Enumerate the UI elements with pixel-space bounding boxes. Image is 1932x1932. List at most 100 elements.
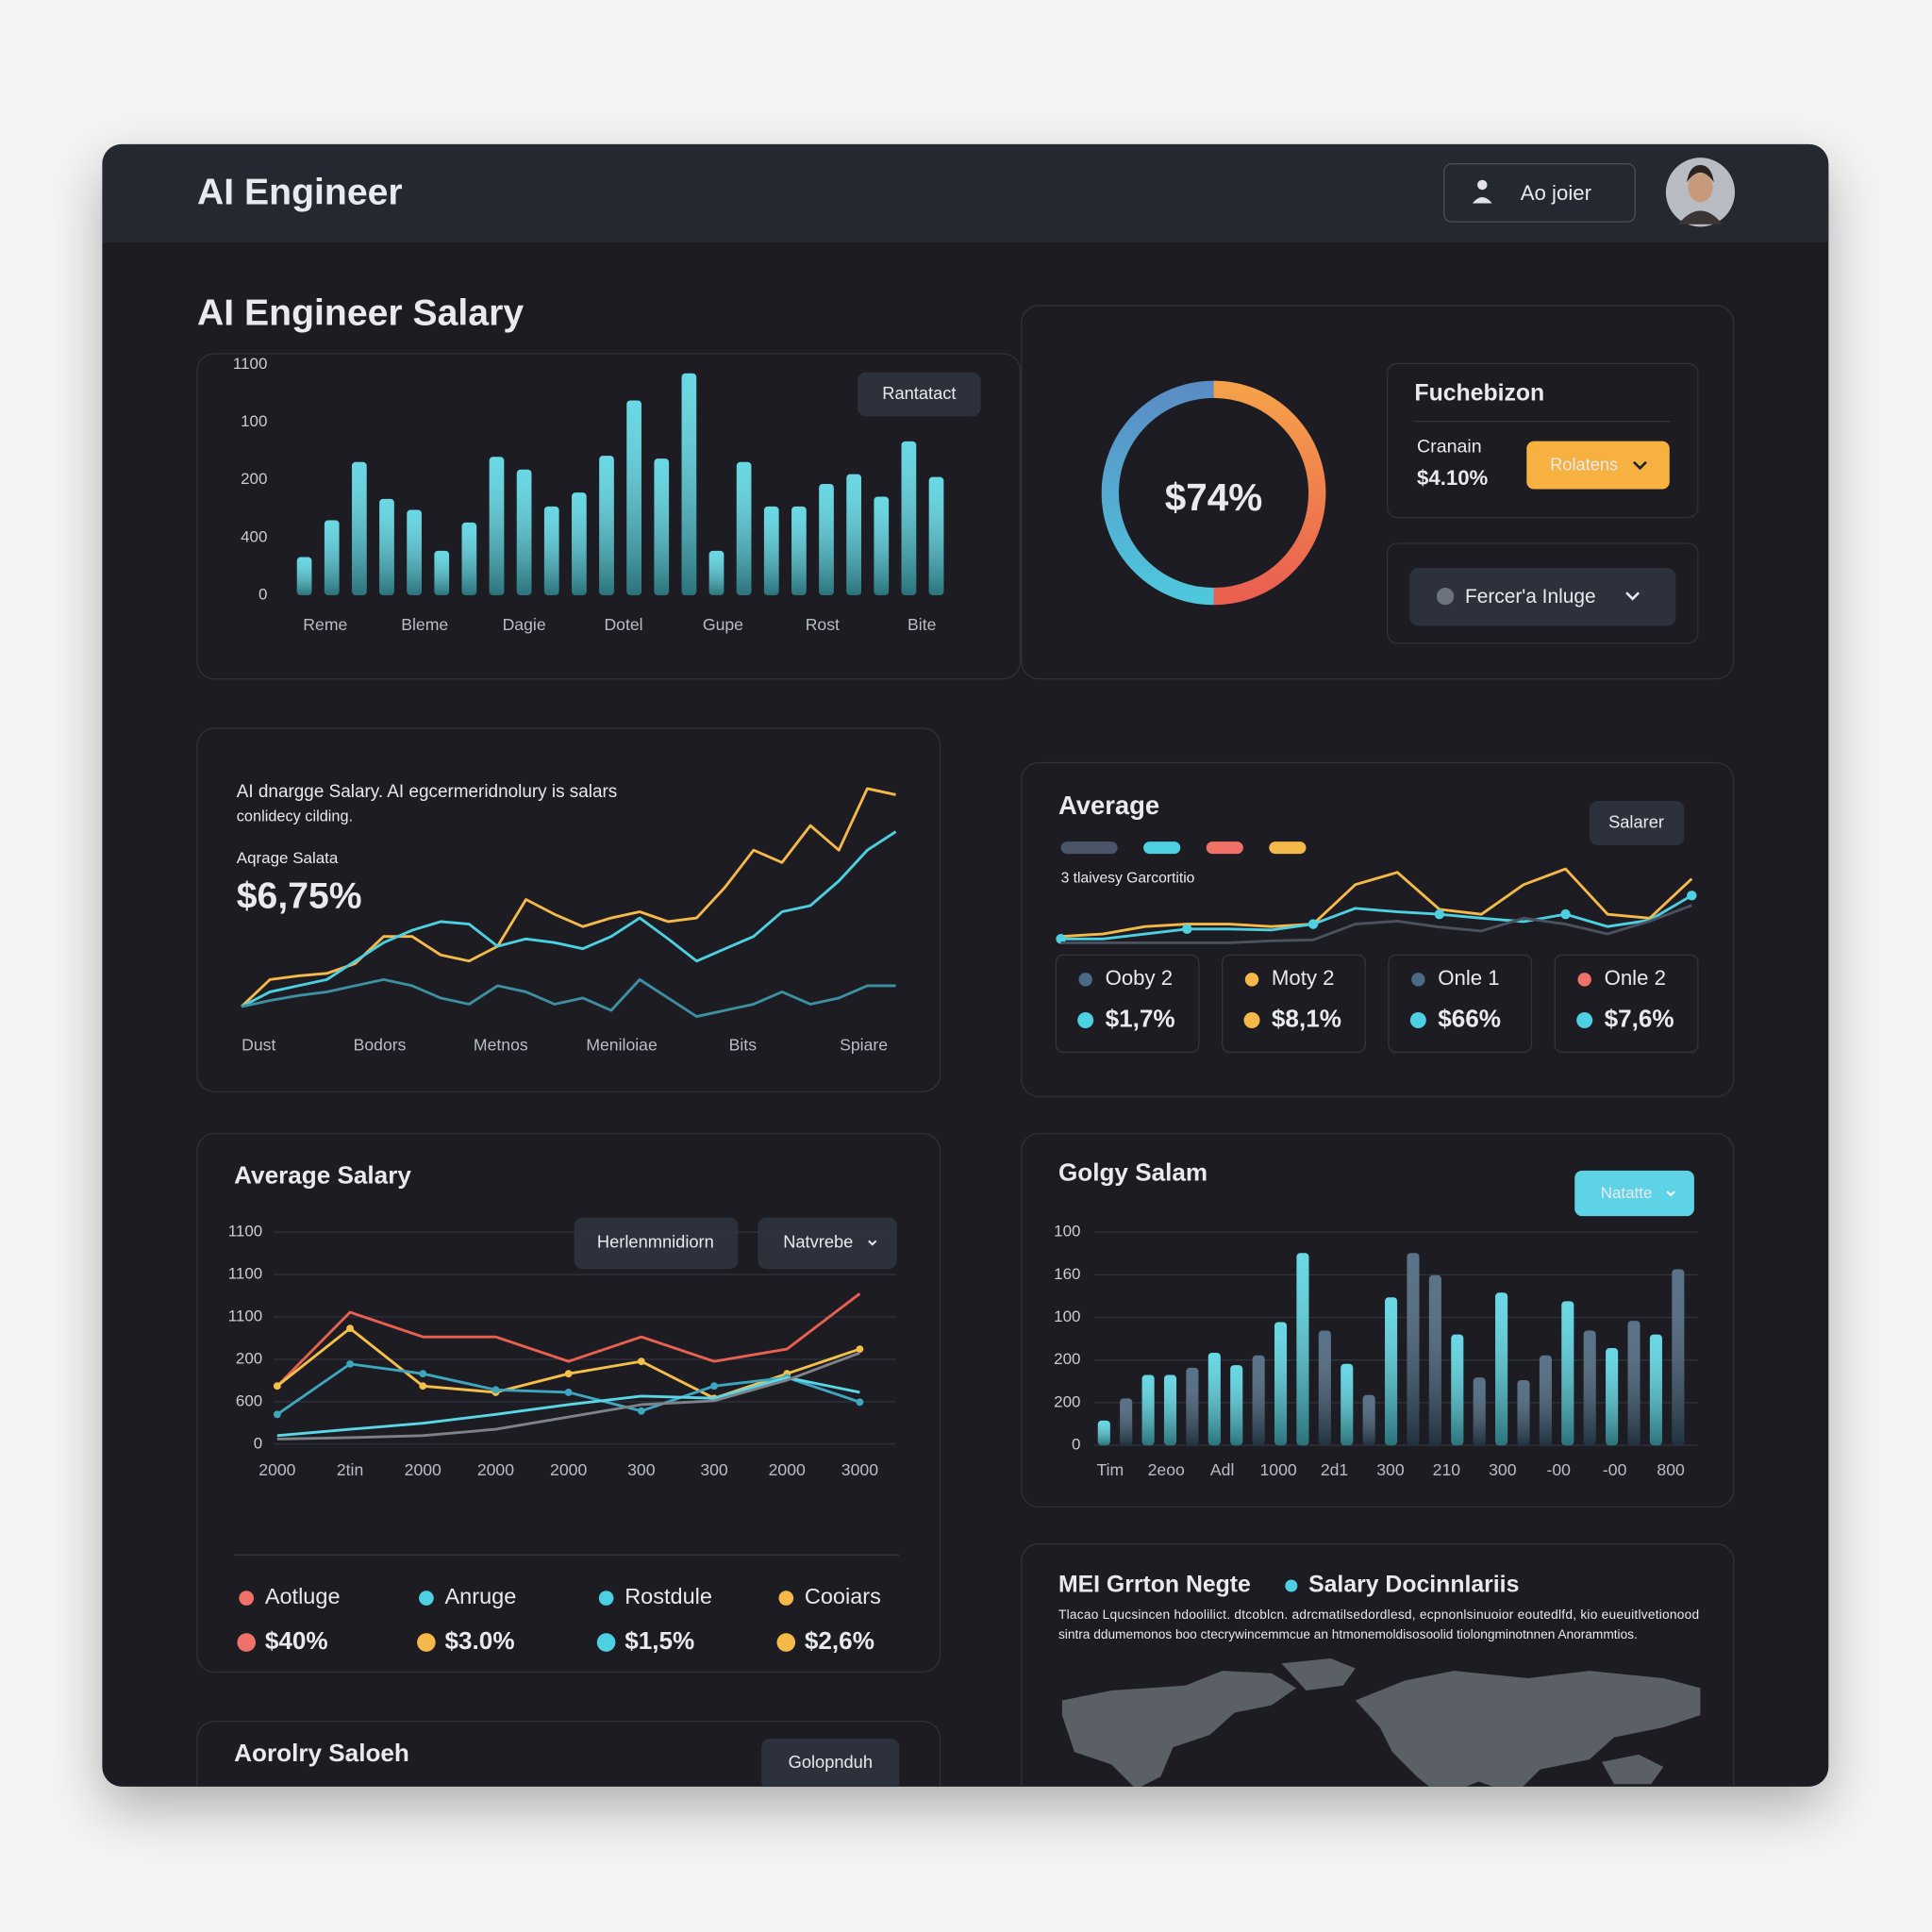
button-bg[interactable] [758, 1217, 897, 1270]
stat-dot [1577, 973, 1591, 987]
series-point [1687, 891, 1697, 901]
bar-shade [1473, 1377, 1486, 1446]
stat-value: $8,1% [1272, 1004, 1341, 1032]
x-tick-label: Bodors [354, 1036, 407, 1055]
dropdown-label[interactable]: Fercer'a Inluge [1465, 586, 1596, 608]
legend-value: $2,6% [805, 1626, 874, 1655]
legend-dot [237, 1633, 257, 1652]
x-tick-label: 800 [1657, 1460, 1685, 1479]
panel-button[interactable]: Natatte [1574, 1170, 1694, 1217]
button-label[interactable]: Herlenmnidiorn [597, 1232, 714, 1252]
series-line [1060, 904, 1692, 944]
panel-subtitle: Salary Docinnlariis [1308, 1573, 1519, 1598]
y-tick-label: 1100 [228, 1265, 263, 1283]
series-point [273, 1410, 281, 1419]
series-point [1434, 908, 1445, 920]
panel-title: Average [1058, 791, 1159, 820]
card-label: Cranain [1417, 436, 1482, 457]
button-label[interactable]: Rolatens [1550, 455, 1618, 475]
legend-label: Anruge [445, 1584, 517, 1608]
bar-shade [1672, 1269, 1685, 1446]
stat-label: Ooby 2 [1106, 966, 1174, 990]
dashboard-content: AI Engineer Ao joier AI Engineer Salary … [102, 143, 1829, 1790]
y-tick-label: 160 [1054, 1265, 1080, 1283]
bar-shade [1649, 1334, 1662, 1446]
header-bar [102, 143, 1829, 243]
stat-card [1554, 954, 1699, 1054]
x-tick-label: 300 [1376, 1460, 1405, 1479]
legend-swatch [1143, 841, 1181, 855]
x-tick-label: 2tin [337, 1460, 363, 1479]
button-bg[interactable] [1526, 441, 1670, 490]
chevron [1625, 591, 1641, 601]
bar-shade [626, 400, 641, 595]
button-label[interactable]: Natatte [1601, 1184, 1653, 1202]
legend-value: $40% [265, 1626, 328, 1655]
bar-shade [1362, 1394, 1375, 1446]
x-tick-label: Meniloiae [586, 1036, 658, 1055]
panel-text: sintra ddumemonos boo ctecrywincemmcue a… [1058, 1627, 1638, 1641]
panel-frame [196, 1720, 941, 1787]
bar-shade [1341, 1363, 1354, 1446]
stat-dot [1243, 1011, 1260, 1028]
button-frame[interactable] [1443, 163, 1636, 223]
header-button[interactable]: Ao joier [1443, 163, 1636, 223]
button-bg[interactable] [761, 1738, 900, 1790]
avatar[interactable] [1665, 158, 1736, 227]
button-label[interactable]: Ao joier [1521, 181, 1592, 205]
panel-button[interactable]: Natvrebe [758, 1217, 897, 1270]
series-point [564, 1370, 573, 1378]
panel-button[interactable]: Herlenmnidiorn [574, 1217, 739, 1270]
stat-value: $66% [1438, 1004, 1501, 1032]
y-tick-label: 400 [241, 527, 267, 545]
stat-dot [1077, 1011, 1094, 1028]
bar-shade [324, 520, 340, 595]
y-tick-label: 200 [1054, 1350, 1080, 1368]
stat-dot [1078, 973, 1092, 987]
series-point [419, 1382, 427, 1391]
stat-dot [1409, 1011, 1426, 1028]
panel-title: Aorolry Saloeh [234, 1739, 409, 1767]
stat-value: $1,7% [1106, 1004, 1175, 1032]
world-map [1061, 1658, 1701, 1787]
donut-arc [1101, 380, 1214, 606]
panel-button[interactable]: Salarer [1589, 800, 1685, 845]
info-card [1387, 362, 1699, 519]
x-tick-label: 2000 [258, 1460, 295, 1479]
legend-swatch [1060, 841, 1118, 855]
button-bg[interactable] [574, 1217, 739, 1270]
bar-shade [1252, 1355, 1265, 1446]
filter-dropdown[interactable]: Fercer'a Inluge [1409, 568, 1676, 626]
button-bg[interactable] [1574, 1170, 1694, 1217]
series-line [1060, 867, 1693, 939]
bar-shade [1517, 1379, 1530, 1446]
stat-card [1222, 954, 1366, 1054]
button-label[interactable]: Natvrebe [783, 1232, 853, 1252]
panel-text: conlidecy cilding. [237, 808, 353, 824]
dropdown-button[interactable]: Rolatens [1526, 441, 1670, 490]
x-tick-label: 2000 [405, 1460, 441, 1479]
legend-dot [776, 1633, 796, 1652]
x-tick-label: Adl [1210, 1460, 1234, 1479]
x-tick-label: Dagie [503, 615, 546, 634]
panel-frame [196, 727, 941, 1092]
card-title: Fuchebizon [1414, 381, 1544, 407]
series-point [710, 1382, 718, 1391]
button-bg[interactable] [1589, 800, 1685, 845]
panel-button[interactable]: Golopnduh [761, 1738, 900, 1790]
button-label[interactable]: Salarer [1608, 811, 1664, 831]
bar-shade [1318, 1330, 1331, 1446]
bar-shade [489, 457, 505, 595]
bar-shade [846, 474, 861, 595]
bar-shade [791, 506, 807, 595]
bar-shade [434, 550, 450, 595]
legend-dot [596, 1633, 616, 1652]
legend-dot [239, 1591, 255, 1606]
bar-shade [1583, 1330, 1596, 1446]
dropdown-bg[interactable] [1409, 568, 1676, 626]
bar-shade [572, 492, 587, 595]
button-label[interactable]: Golopnduh [789, 1752, 873, 1772]
tooltip-box [858, 372, 981, 417]
chevron [1632, 460, 1647, 471]
